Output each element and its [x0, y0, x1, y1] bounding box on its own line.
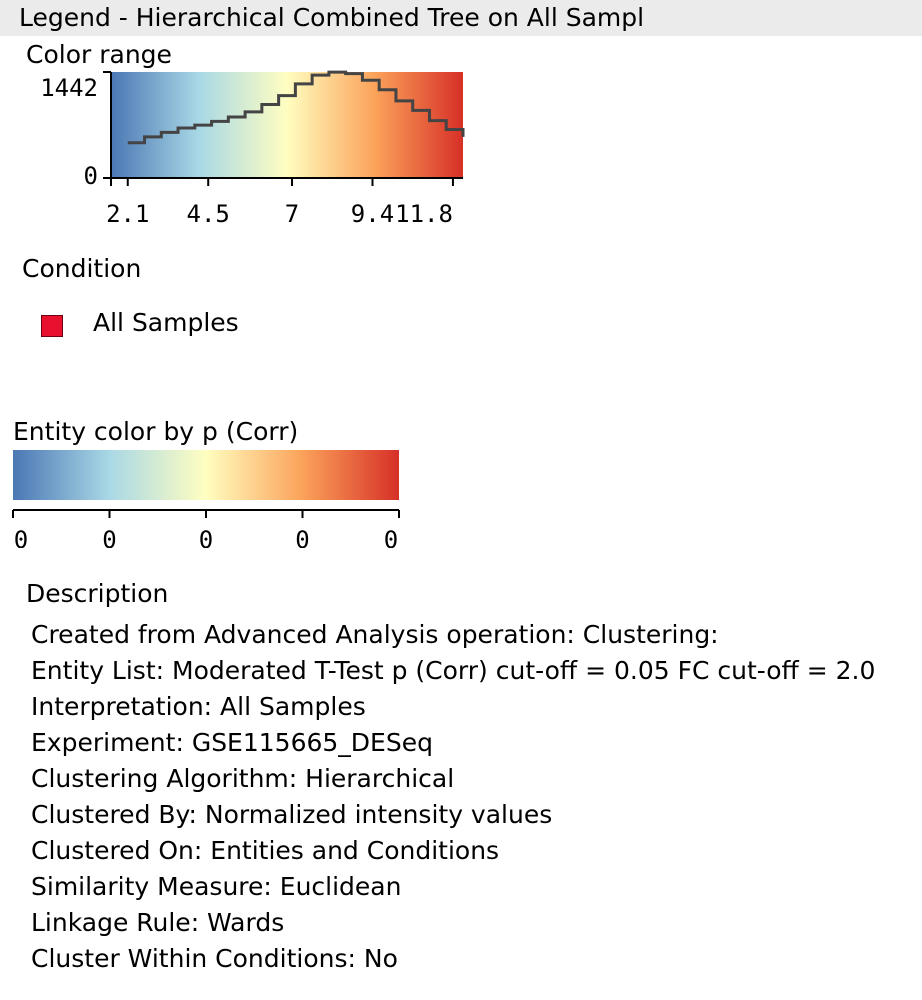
y-max-label: 1442 [40, 74, 98, 102]
description-line: Entity List: Moderated T-Test p (Corr) c… [31, 656, 876, 685]
color-range-gradient [111, 72, 463, 178]
window-title-bar: Legend - Hierarchical Combined Tree on A… [0, 0, 922, 36]
entity-tick-label: 0 [102, 526, 116, 548]
description-line: Cluster Within Conditions: No [31, 944, 398, 973]
x-tick-label: 9.4 [351, 200, 394, 228]
entity-color-gradient [13, 450, 399, 500]
condition-heading: Condition [22, 254, 142, 283]
description-line: Linkage Rule: Wards [31, 908, 285, 937]
entity-tick-label: 0 [295, 526, 309, 548]
description-line: Clustered By: Normalized intensity value… [31, 800, 553, 829]
x-tick-labels: 2.1 4.5 7 9.4 11.8 [106, 200, 453, 228]
x-tick-label: 11.8 [395, 200, 453, 228]
condition-item-label: All Samples [93, 308, 239, 337]
entity-color-heading: Entity color by p (Corr) [13, 417, 299, 446]
entity-tick-labels: 0 0 0 0 0 [14, 526, 398, 548]
description-line: Clustering Algorithm: Hierarchical [31, 764, 455, 793]
x-axis [103, 71, 463, 186]
entity-tick-label: 0 [14, 526, 28, 548]
description-heading: Description [26, 579, 169, 608]
x-tick-label: 2.1 [106, 200, 149, 228]
description-line: Clustered On: Entities and Conditions [31, 836, 500, 865]
entity-color-scale: 0 0 0 0 0 [12, 450, 400, 548]
description-line: Created from Advanced Analysis operation… [31, 620, 719, 649]
entity-tick-label: 0 [199, 526, 213, 548]
description-line: Interpretation: All Samples [31, 692, 366, 721]
color-range-heading: Color range [26, 40, 172, 69]
description-line: Similarity Measure: Euclidean [31, 872, 402, 901]
entity-axis [12, 509, 400, 518]
condition-color-swatch [41, 315, 63, 337]
color-range-histogram: 1442 0 2.1 4.5 7 9.4 11.8 [40, 70, 465, 228]
description-line: Experiment: GSE115665_DESeq [31, 728, 433, 757]
histogram-line [127, 70, 465, 145]
x-tick-label: 4.5 [187, 200, 230, 228]
window-title: Legend - Hierarchical Combined Tree on A… [19, 3, 645, 32]
entity-tick-label: 0 [384, 526, 398, 548]
x-tick-label: 7 [285, 200, 299, 228]
y-min-label: 0 [84, 162, 98, 190]
